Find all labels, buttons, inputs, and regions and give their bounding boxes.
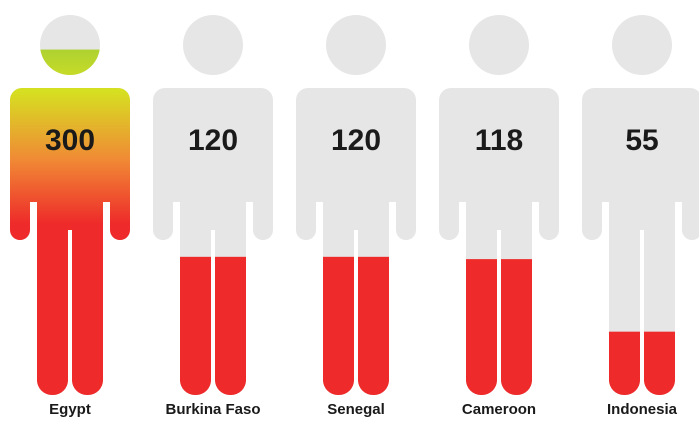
arm [396,100,416,240]
figure: 120 Burkina Faso [153,15,273,418]
arm [439,100,459,240]
fill-level [439,259,559,395]
head [469,15,529,75]
category-label: Indonesia [607,401,678,418]
category-label: Cameroon [462,401,536,418]
arm [582,100,602,240]
head [183,15,243,75]
value-label: 120 [188,124,238,157]
arm [682,100,699,240]
arm [296,100,316,240]
fill-level [296,256,416,395]
arm [253,100,273,240]
fill-level [10,49,130,395]
category-label: Senegal [327,401,385,418]
head [612,15,672,75]
arm [539,100,559,240]
arm [153,100,173,240]
value-label: 55 [625,124,658,157]
head [326,15,386,75]
value-label: 300 [45,124,95,157]
category-label: Burkina Faso [165,401,260,418]
fill-level [153,256,273,395]
figure: 300 Egypt [10,15,130,418]
figure: 55 Indonesia [582,15,699,418]
figure: 120 Senegal [296,15,416,418]
category-label: Egypt [49,401,91,418]
fill-level [582,331,699,395]
figure: 118 Cameroon [439,15,559,418]
value-label: 120 [331,124,381,157]
value-label: 118 [475,124,523,157]
